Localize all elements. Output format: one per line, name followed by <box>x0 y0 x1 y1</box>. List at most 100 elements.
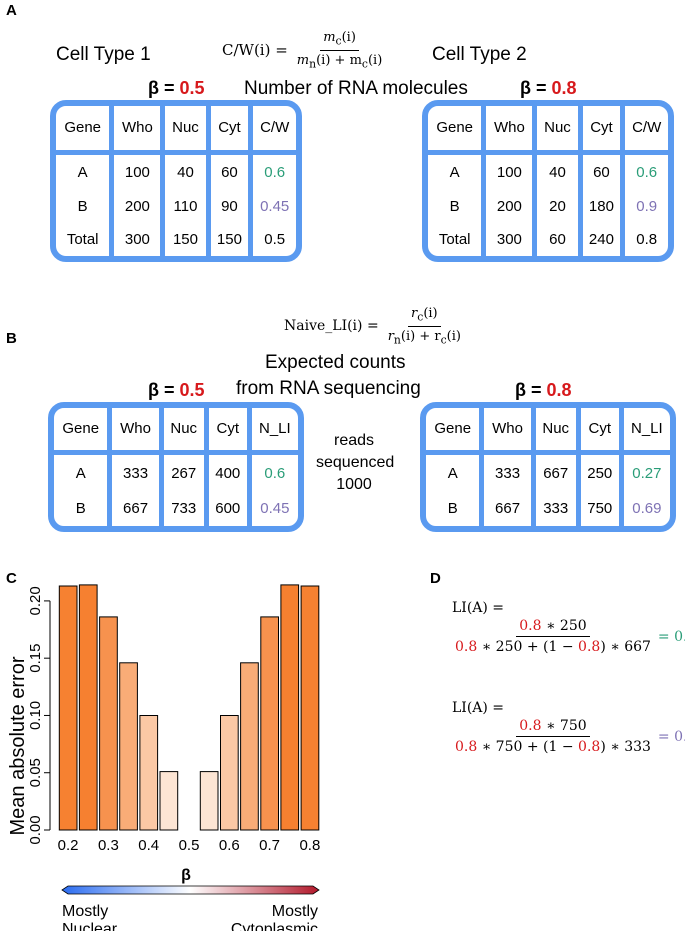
cell: B <box>426 491 485 526</box>
cw-den-var: m <box>296 52 310 68</box>
table-b-left: Gene Who Nuc Cyt N_LI A 333 267 400 0.6 … <box>48 402 304 532</box>
header-who: Who <box>483 106 538 155</box>
cell: 750 <box>578 491 624 526</box>
y-tick-label: 0.00 <box>27 815 44 844</box>
cell: 400 <box>206 452 252 492</box>
y-tick-label: 0.15 <box>27 644 44 673</box>
eq2-result: = 0.9 <box>657 728 685 745</box>
cell: 300 <box>111 222 166 256</box>
header-nuc: Nuc <box>534 106 583 155</box>
eq2-beta: 0.8 <box>519 718 542 734</box>
reads-line-2: sequenced <box>316 454 395 471</box>
naive-li-fraction: rc(i) rn(i) + rc(i) <box>385 306 464 346</box>
cell-type-2-label: Cell Type 2 <box>432 44 527 65</box>
bar-0.4 <box>139 715 159 831</box>
cell: 200 <box>483 189 538 223</box>
x-tick-label: 0.7 <box>259 837 280 854</box>
bar-0.2 <box>58 585 78 831</box>
cell: 150 <box>208 222 254 256</box>
header-cyt: Cyt <box>206 408 252 455</box>
cell: 300 <box>483 222 538 256</box>
cell: 60 <box>534 222 583 256</box>
cell: 333 <box>481 452 536 492</box>
table-row: Total 300 150 150 0.5 <box>56 222 296 256</box>
colorbar-right-label: Mostly <box>272 903 318 920</box>
eq1-den-a: ∗ 250 + (1 − <box>477 639 579 655</box>
rna-seq-title: from RNA sequencing <box>236 378 421 399</box>
table-row: B 667 333 750 0.69 <box>426 491 670 526</box>
eq2-den-a: ∗ 750 + (1 − <box>477 739 579 755</box>
table-row: Total 300 60 240 0.8 <box>428 222 668 256</box>
eq2-numerator: 0.8 ∗ 750 <box>516 718 590 737</box>
y-tick-label: 0.05 <box>27 758 44 787</box>
y-tick-label: 0.10 <box>27 701 44 730</box>
cw-formula-lhs: C/W(i) = <box>222 41 288 60</box>
header-nuc: Nuc <box>533 408 581 455</box>
table-row: A 100 40 60 0.6 <box>56 152 296 190</box>
naive-li-lhs: Naive_LI(i) = <box>284 318 379 335</box>
cw-den-sub2: c <box>361 57 368 71</box>
reads-line-3: 1000 <box>336 476 372 493</box>
table-a-left: Gene Who Nuc Cyt C/W A 100 40 60 0.6 B 2… <box>50 100 302 262</box>
cw-den-mid: (i) + m <box>316 52 362 68</box>
cw-formula: C/W(i) = mc(i) mn(i) + mc(i) <box>222 30 385 70</box>
x-tick-label: 0.8 <box>299 837 320 854</box>
cell: 0.9 <box>636 197 658 215</box>
cell: A <box>426 452 485 492</box>
eq1: 0.8 ∗ 250 0.8 ∗ 250 + (1 − 0.8) ∗ 667 = … <box>452 618 685 655</box>
reads-sequenced-note: reads sequenced 1000 <box>316 430 395 496</box>
table-row: B 200 110 90 0.45 <box>56 189 296 223</box>
x-tick-label: 0.3 <box>98 837 119 854</box>
beta-b-right: β = 0.8 <box>515 380 572 400</box>
mae-bar-chart: 0.000.050.100.150.20 0.2 0.3 0.4 0.5 0.6 0.7 0… <box>7 584 320 931</box>
header-gene: Gene <box>56 106 115 155</box>
bar-0.55 <box>199 771 219 831</box>
cell: Total <box>56 222 115 256</box>
cell: B <box>54 491 113 526</box>
eq1-lhs: LI(A) = <box>452 600 505 616</box>
bar-0.45 <box>159 771 179 831</box>
bars-group <box>58 584 320 831</box>
cell: 250 <box>578 452 624 492</box>
li-den-tail: (i) <box>446 328 461 344</box>
cell: 110 <box>162 189 211 223</box>
cell: 100 <box>483 152 538 190</box>
rna-molecules-title: Number of RNA molecules <box>244 78 468 99</box>
cell: A <box>56 152 115 190</box>
cw-formula-fraction: mc(i) mn(i) + mc(i) <box>294 30 386 70</box>
x-tick-label: 0.4 <box>138 837 159 854</box>
header-gene: Gene <box>426 408 485 455</box>
bar-0.65 <box>240 662 259 831</box>
eq1-num-tail: ∗ 250 <box>541 618 587 634</box>
table-row: B 200 20 180 0.9 <box>428 189 668 223</box>
x-tick-label: 0.6 <box>219 837 240 854</box>
cell: B <box>56 189 115 223</box>
header-cyt: Cyt <box>578 408 624 455</box>
li-num-sub: c <box>417 310 424 324</box>
header-who: Who <box>109 408 164 455</box>
header-cyt: Cyt <box>208 106 254 155</box>
bar-0.25 <box>78 584 98 831</box>
bar-0.3 <box>99 616 118 831</box>
y-axis-label: Mean absolute error <box>7 656 29 835</box>
bar-0.35 <box>119 662 138 831</box>
cell: 100 <box>111 152 166 190</box>
eq2-lhs: LI(A) = <box>452 700 505 716</box>
cell-type-1-label: Cell Type 1 <box>56 44 151 65</box>
li-den-sub1: n <box>393 333 401 347</box>
table-b-right: Gene Who Nuc Cyt N_LI A 333 667 250 0.27… <box>420 402 676 532</box>
li-num-var: r <box>411 306 418 321</box>
cell: 0.5 <box>264 230 286 248</box>
cell: 200 <box>111 189 166 223</box>
table-a-right-header: Gene Who Nuc Cyt C/W <box>428 106 668 155</box>
header-nli: N_LI <box>249 408 298 455</box>
bar-0.75 <box>280 584 300 831</box>
colorbar-left-label: Mostly <box>62 903 108 920</box>
eq1-den-beta-1: 0.8 <box>455 639 478 655</box>
eq1-beta: 0.8 <box>519 618 542 634</box>
header-cw: C/W <box>622 106 668 155</box>
table-a-left-header: Gene Who Nuc Cyt C/W <box>56 106 296 155</box>
cell: 40 <box>534 152 583 190</box>
eq1-den-beta-2: 0.8 <box>578 639 601 655</box>
expected-counts-title: Expected counts <box>265 352 406 373</box>
